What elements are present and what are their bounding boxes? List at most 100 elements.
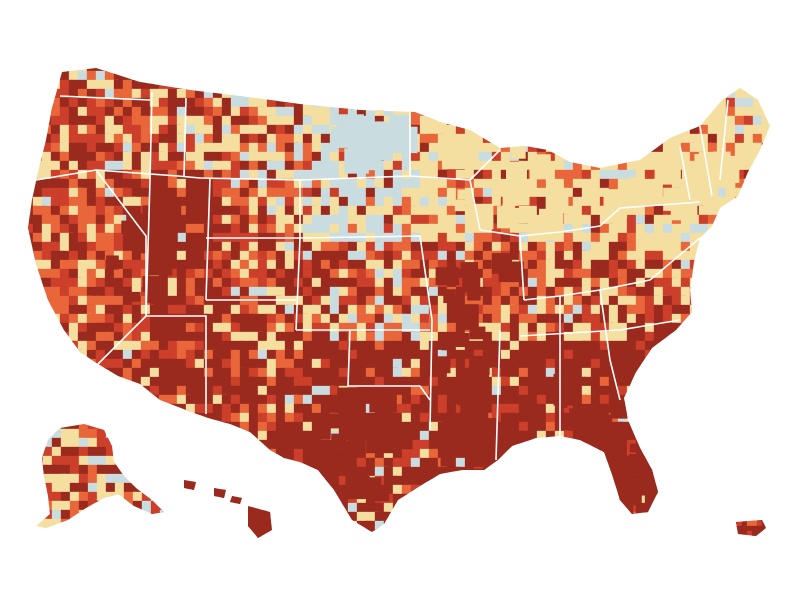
county-cell-low xyxy=(572,205,583,216)
county-cell-high xyxy=(644,286,655,297)
county-cell-high xyxy=(527,385,538,396)
county-cell-substantial xyxy=(239,106,250,117)
county-cell-low xyxy=(356,241,367,252)
county-cell-low xyxy=(95,304,106,315)
county-cell-high xyxy=(95,340,106,351)
county-cell-low xyxy=(77,340,88,351)
county-cell-high xyxy=(167,358,178,369)
county-cell-substantial xyxy=(68,133,79,144)
county-cell-low xyxy=(212,160,223,171)
county-cell-high xyxy=(95,142,106,153)
county-cell-substantial xyxy=(626,286,637,297)
county-cell-high xyxy=(311,412,322,423)
county-cell-high xyxy=(482,313,493,324)
county-cell-moderate xyxy=(617,250,628,261)
county-cell-high xyxy=(158,304,169,315)
county-cell-low xyxy=(284,250,295,261)
county-cell-none xyxy=(617,169,628,180)
county-cell-high xyxy=(428,430,439,441)
county-cell-none xyxy=(275,196,286,207)
county-cell-substantial xyxy=(140,349,151,360)
county-cell-substantial xyxy=(50,187,61,198)
county-cell-none xyxy=(87,455,98,466)
county-cell-low xyxy=(383,160,394,171)
county-cell-high xyxy=(167,331,178,342)
county-cell-high xyxy=(266,430,277,441)
county-cell-high xyxy=(329,250,340,261)
county-cell-substantial xyxy=(131,259,142,270)
county-cell-high xyxy=(123,482,134,493)
county-cell-high xyxy=(347,259,358,270)
county-cell-low xyxy=(419,331,430,342)
county-cell-substantial xyxy=(581,169,592,180)
county-cell-substantial xyxy=(482,277,493,288)
county-cell-high xyxy=(284,340,295,351)
county-cell-low xyxy=(653,187,664,198)
county-cell-high xyxy=(113,115,124,126)
county-cell-high xyxy=(167,106,178,117)
county-cell-high xyxy=(572,187,583,198)
county-cell-low xyxy=(707,188,719,201)
county-cell-low xyxy=(149,367,160,378)
county-cell-low xyxy=(320,106,331,117)
county-cell-none xyxy=(635,214,646,225)
county-cell-high xyxy=(302,340,313,351)
county-cell-high xyxy=(194,385,205,396)
county-cell-low xyxy=(140,376,151,387)
county-cell-substantial xyxy=(87,491,98,502)
county-cell-low xyxy=(635,160,646,171)
county-cell-low xyxy=(505,161,528,186)
county-cell-low xyxy=(482,178,493,189)
county-cell-low xyxy=(698,196,709,207)
county-cell-low xyxy=(663,187,690,211)
county-cell-high xyxy=(275,277,286,288)
county-cell-moderate xyxy=(230,214,241,225)
county-cell-moderate xyxy=(266,412,277,423)
county-cell-low xyxy=(248,169,259,180)
county-cell-high xyxy=(185,187,196,198)
county-cell-high xyxy=(311,394,322,405)
county-cell-high xyxy=(509,394,520,405)
county-cell-low xyxy=(437,178,448,189)
county-cell-substantial xyxy=(410,250,421,261)
county-cell-high xyxy=(77,79,88,90)
county-cell-high xyxy=(590,394,601,405)
county-cell-high xyxy=(68,106,79,117)
county-cell-high xyxy=(302,277,313,288)
county-cell-moderate xyxy=(122,367,133,378)
county-cell-substantial xyxy=(257,268,268,279)
county-cell-substantial xyxy=(644,169,655,180)
county-cell-high xyxy=(369,385,397,413)
county-cell-high xyxy=(455,448,466,459)
county-cell-high xyxy=(275,250,286,261)
county-cell-high xyxy=(626,340,637,351)
county-cell-high xyxy=(590,367,601,378)
county-cell-high xyxy=(239,385,250,396)
county-cell-low xyxy=(599,250,610,261)
county-cell-substantial xyxy=(167,340,178,351)
county-cell-high xyxy=(518,349,529,360)
county-cell-moderate xyxy=(230,196,241,207)
county-cell-high xyxy=(509,331,520,342)
county-cell-moderate xyxy=(365,196,376,207)
county-cell-moderate xyxy=(104,331,115,342)
county-cell-low xyxy=(374,178,385,189)
county-cell-low xyxy=(356,214,367,225)
county-cell-high xyxy=(126,291,141,302)
county-cell-substantial xyxy=(248,367,259,378)
county-cell-substantial xyxy=(221,250,232,261)
county-cell-low xyxy=(131,277,142,288)
county-cell-high xyxy=(212,268,223,279)
county-cell-high xyxy=(212,223,223,234)
county-cell-low xyxy=(401,412,412,423)
county-cell-substantial xyxy=(158,349,169,360)
county-cell-high xyxy=(212,133,223,144)
county-cell-high xyxy=(320,331,331,342)
county-cell-moderate xyxy=(275,358,286,369)
county-cell-substantial xyxy=(338,340,349,351)
county-cell-substantial xyxy=(374,250,385,261)
county-cell-substantial xyxy=(392,457,403,468)
county-cell-none xyxy=(410,232,421,243)
county-cell-high xyxy=(455,439,466,450)
county-cell-moderate xyxy=(266,250,277,261)
